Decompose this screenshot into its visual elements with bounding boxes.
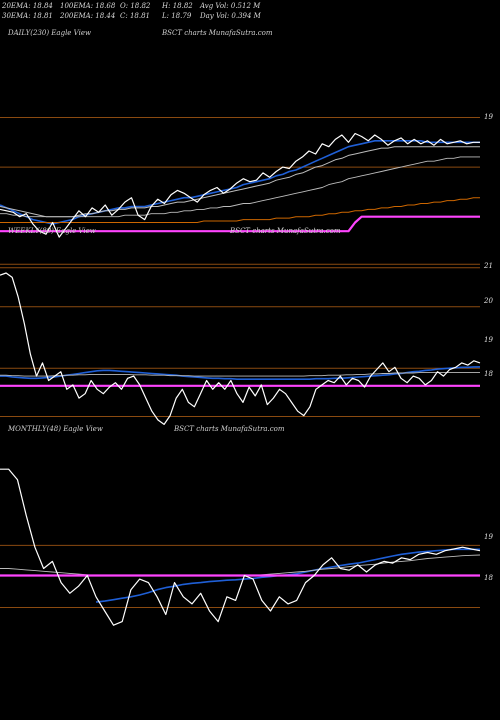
weekly-tick-label: 18 xyxy=(484,370,493,378)
stat-close: C: 18.81 xyxy=(120,12,150,20)
monthly-site-label: BSCT charts MunafaSutra.com xyxy=(173,425,285,433)
weekly-tick-label: 19 xyxy=(484,336,493,344)
weekly-plot xyxy=(0,263,481,425)
daily-site-label: BSCT charts MunafaSutra.com xyxy=(161,29,273,37)
stat-100ema: 100EMA: 18.68 xyxy=(60,2,116,10)
stat-low: L: 18.79 xyxy=(161,12,192,20)
ema200-series-line xyxy=(0,197,480,223)
weekly-caption: WEEKLY(80) Eagle View xyxy=(8,227,96,235)
monthly-tick-label: 19 xyxy=(484,533,493,541)
level-series-line xyxy=(0,215,480,233)
stat-avg-vol: Avg Vol: 0.512 M xyxy=(199,2,261,10)
price-series-line xyxy=(0,272,481,425)
stat-30ema: 30EMA: 18.81 xyxy=(2,12,53,20)
weekly-tick-labels: 21 20 19 18 xyxy=(483,262,493,378)
header-stats: 20EMA: 18.84 100EMA: 18.68 O: 18.82 H: 1… xyxy=(1,2,262,20)
monthly-tick-label: 18 xyxy=(484,574,493,582)
ema100-series-line xyxy=(0,156,480,218)
weekly-panel: WEEKLY(80) Eagle View BSCT charts Munafa… xyxy=(0,227,493,425)
stat-day-vol: Day Vol: 0.394 M xyxy=(199,12,262,20)
daily-tick-labels: 19 xyxy=(484,113,493,121)
daily-tick-label: 19 xyxy=(484,113,493,121)
stat-20ema: 20EMA: 18.84 xyxy=(1,2,53,10)
ema20-series-line xyxy=(0,366,480,380)
weekly-tick-label: 21 xyxy=(483,262,493,270)
stat-high: H: 18.82 xyxy=(161,2,193,10)
monthly-panel: MONTHLY(48) Eagle View BSCT charts Munaf… xyxy=(0,425,493,626)
daily-plot xyxy=(0,117,480,269)
monthly-caption: MONTHLY(48) Eagle View xyxy=(7,425,103,433)
monthly-plot xyxy=(0,468,481,626)
monthly-tick-labels: 19 18 xyxy=(484,533,493,582)
ema30-series-line xyxy=(0,146,480,218)
price-series-line xyxy=(0,468,481,626)
ema100-series-line xyxy=(0,372,480,377)
daily-caption: DAILY(230) Eagle View xyxy=(7,29,91,37)
daily-panel: DAILY(230) Eagle View BSCT charts Munafa… xyxy=(0,29,493,269)
price-series-line xyxy=(0,132,480,238)
stat-200ema: 200EMA: 18.44 xyxy=(59,12,115,20)
stat-open: O: 18.82 xyxy=(120,2,151,10)
weekly-site-label: BSCT charts MunafaSutra.com xyxy=(229,227,341,235)
weekly-tick-label: 20 xyxy=(483,297,493,305)
